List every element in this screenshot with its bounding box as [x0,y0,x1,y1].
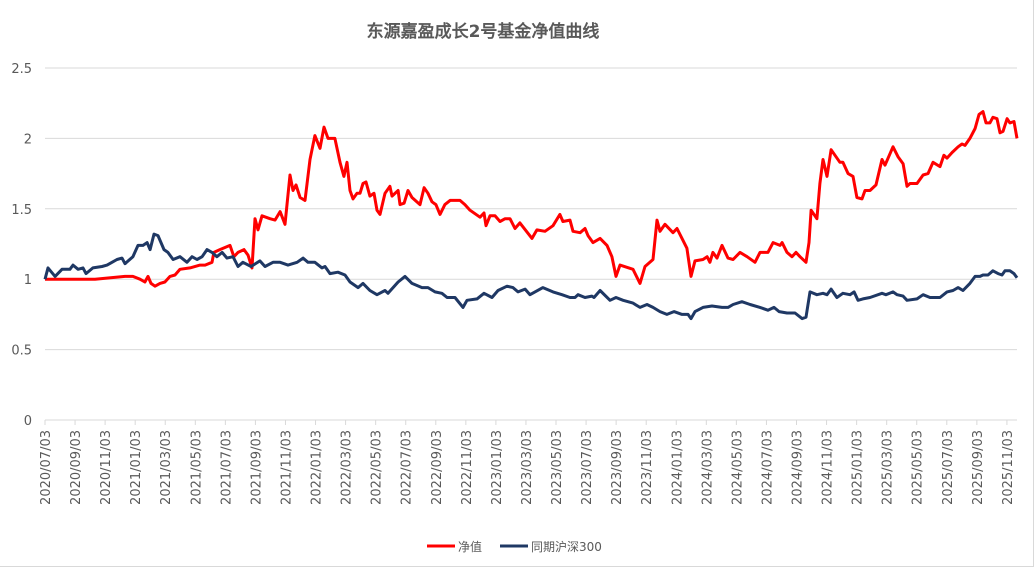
y-tick-label: 0 [24,414,32,429]
x-tick-label: 2024/11/03 [821,430,836,505]
legend-item: 净值 [427,539,482,554]
legend: 净值 同期沪深300 [427,539,602,554]
x-tick-label: 2022/05/03 [370,430,385,505]
x-tick-label: 2022/11/03 [460,430,475,505]
x-tick-label: 2021/09/03 [249,430,264,505]
x-tick-label: 2022/03/03 [340,430,355,505]
series-line-1 [43,232,1019,321]
x-tick-label: 2023/09/03 [610,430,625,505]
x-axis: 2020/07/03 2020/09/03 2020/11/03 2021/01/03… [39,419,1017,505]
gridlines [45,67,1017,421]
x-tick-label: 2020/11/03 [99,430,114,505]
x-tick-label: 2021/07/03 [219,430,234,505]
x-tick-label: 2023/01/03 [490,430,505,505]
x-tick-label: 2022/07/03 [400,430,415,505]
y-axis-ticks: 0 0.5 1 1.5 2 2.5 [11,62,32,429]
x-tick-label: 2023/07/03 [580,430,595,505]
series-line-0 [45,110,1019,288]
chart-title: 东源嘉盈成长2号基金净值曲线 [367,21,600,42]
x-tick-label: 2021/05/03 [189,430,204,505]
x-tick-label: 2022/01/03 [310,430,325,505]
legend-item: 同期沪深300 [500,540,602,554]
x-tick-label: 2024/09/03 [791,430,806,505]
x-tick-label: 2025/01/03 [851,430,866,505]
x-tick-label: 2024/03/03 [700,430,715,505]
x-tick-label: 2021/11/03 [279,430,294,505]
x-tick-label: 2024/01/03 [670,430,685,505]
x-tick-label: 2025/05/03 [911,430,926,505]
x-tick-label: 2021/01/03 [129,430,144,505]
legend-label: 同期沪深300 [531,540,602,554]
x-tick-label: 2023/03/03 [520,430,535,505]
y-tick-label: 0.5 [11,344,32,359]
x-tick-label: 2021/03/03 [159,430,174,505]
series-lines [43,110,1019,321]
x-tick-label: 2025/11/03 [1001,430,1016,505]
x-tick-label: 2023/11/03 [640,430,655,505]
y-tick-label: 1 [24,273,32,288]
x-tick-label: 2023/05/03 [550,430,565,505]
x-tick-label: 2022/09/03 [430,430,445,505]
x-tick-label: 2025/09/03 [971,430,986,505]
x-tick-label: 2020/09/03 [69,430,84,505]
y-tick-label: 2.5 [11,62,32,77]
x-tick-label: 2025/03/03 [881,430,896,505]
x-tick-label: 2025/07/03 [941,430,956,505]
x-tick-label: 2020/07/03 [39,430,54,505]
x-tick-label: 2024/07/03 [760,430,775,505]
x-tick-label: 2024/05/03 [730,430,745,505]
y-tick-label: 2 [24,132,32,147]
y-tick-label: 1.5 [11,203,32,218]
legend-label: 净值 [458,539,482,554]
